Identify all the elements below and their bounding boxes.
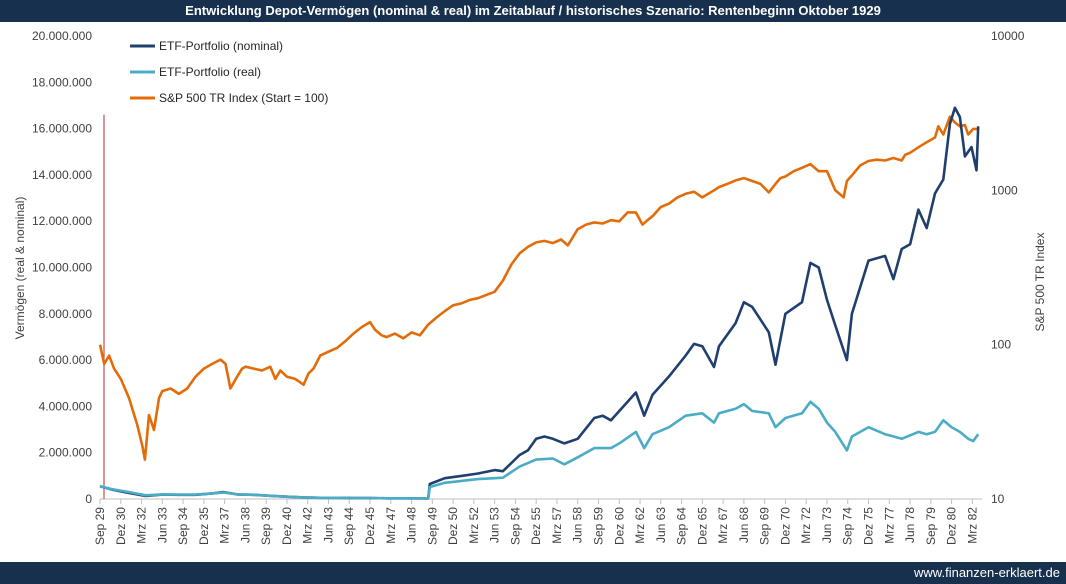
x-tick-label: Mrz 37 [218,507,232,544]
y-tick-label: 16.000.000 [32,122,92,136]
y2-tick-label: 1000 [991,183,1018,197]
y-tick-label: 0 [85,492,92,506]
y2-tick-label: 10000 [991,29,1025,43]
y-tick-label: 12.000.000 [32,214,92,228]
x-tick-label: Mrz 47 [384,507,398,544]
x-tick-label: Dez 40 [280,507,294,545]
x-tick-label: Dez 65 [695,507,709,545]
legend-label-2: S&P 500 TR Index (Start = 100) [159,91,328,105]
series-line-2 [98,115,979,461]
y-axis-title: Vermögen (real & nominal) [13,197,27,340]
x-tick-label: Mrz 82 [965,507,979,544]
x-tick-label: Sep 69 [758,507,772,545]
x-tick-label: Sep 59 [591,507,605,545]
x-tick-label: Dez 45 [363,507,377,545]
x-tick-label: Jun 43 [321,507,335,543]
y-tick-label: 14.000.000 [32,168,92,182]
footer-site-url: www.finanzen-erklaert.de [0,562,1066,584]
x-tick-label: Sep 34 [176,507,190,545]
y-tick-label: 2.000.000 [39,446,93,460]
x-tick-label: Sep 64 [675,507,689,545]
series-line-1 [99,400,980,500]
x-tick-label: Sep 49 [425,507,439,545]
x-tick-label: Jun 78 [903,507,917,543]
series-layer [98,106,980,500]
x-tick-label: Sep 79 [924,507,938,545]
legend: ETF-Portfolio (nominal) ETF-Portfolio (re… [130,39,328,105]
left-y-axis: 0 2.000.000 4.000.000 6.000.000 8.000.000 10.… [32,29,92,506]
y2-tick-label: 100 [991,338,1011,352]
x-tick-label: Jun 38 [238,507,252,543]
y2-axis-title: S&P 500 TR Index [1033,233,1047,332]
y2-tick-label: 10 [991,492,1005,506]
x-tick-label: Dez 70 [778,507,792,545]
x-tick-label: Dez 60 [612,507,626,545]
y-tick-label: 18.000.000 [32,75,92,89]
x-tick-label: Jun 63 [654,507,668,543]
x-tick-label: Jun 33 [155,507,169,543]
x-tick-label: Sep 54 [508,507,522,545]
y-tick-label: 6.000.000 [39,353,93,367]
x-tick-label: Jun 58 [571,507,585,543]
right-y-axis: 10 100 1000 10000 [991,29,1025,506]
x-tick-label: Mrz 42 [301,507,315,544]
x-tick-label: Jun 53 [488,507,502,543]
x-tick-label: Sep 29 [93,507,107,545]
y-tick-label: 8.000.000 [39,307,93,321]
x-tick-label: Jun 73 [820,507,834,543]
x-tick-label: Dez 50 [446,507,460,545]
x-axis: Sep 29 Dez 30 Mrz 32 Jun 33 Sep 34 Dez 35 Mrz … [93,499,979,545]
y-tick-label: 4.000.000 [39,399,93,413]
x-tick-label: Jun 68 [737,507,751,543]
x-tick-label: Mrz 32 [135,507,149,544]
x-tick-label: Mrz 62 [633,507,647,544]
x-tick-label: Jun 48 [405,507,419,543]
x-tick-label: Mrz 72 [799,507,813,544]
y-tick-label: 10.000.000 [32,261,92,275]
x-tick-label: Sep 44 [342,507,356,545]
legend-label-0: ETF-Portfolio (nominal) [159,39,283,53]
series-line-0 [99,106,980,500]
x-tick-label: Dez 35 [197,507,211,545]
x-tick-label: Dez 80 [945,507,959,545]
x-tick-label: Dez 30 [114,507,128,545]
y-tick-label: 20.000.000 [32,29,92,43]
x-tick-label: Mrz 77 [882,507,896,544]
x-tick-label: Mrz 57 [550,507,564,544]
x-tick-label: Sep 39 [259,507,273,545]
x-tick-label: Dez 75 [862,507,876,545]
legend-label-1: ETF-Portfolio (real) [159,65,261,79]
x-tick-label: Sep 74 [841,507,855,545]
x-tick-label: Mrz 67 [716,507,730,544]
x-tick-label: Dez 55 [529,507,543,545]
x-tick-label: Mrz 52 [467,507,481,544]
chart-title: Entwicklung Depot-Vermögen (nominal & re… [0,0,1066,22]
